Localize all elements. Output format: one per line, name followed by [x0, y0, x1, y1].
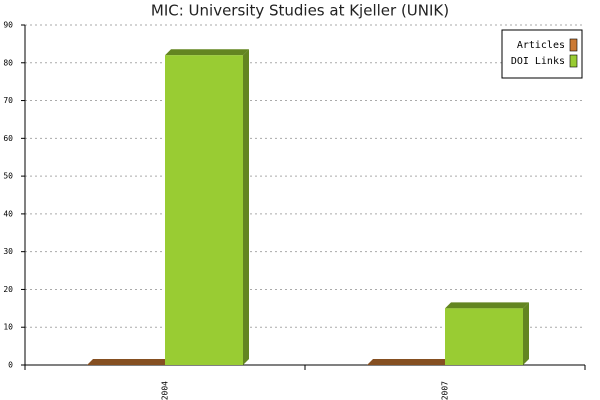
bar-front	[445, 308, 523, 365]
bar-top	[445, 302, 529, 309]
bar-side	[243, 49, 249, 365]
bar	[367, 359, 451, 366]
x-tick-label: 2004	[161, 381, 170, 400]
y-tick-label: 50	[3, 172, 13, 181]
y-tick-label: 0	[8, 361, 13, 370]
bar	[165, 49, 249, 365]
legend-label: DOI Links	[511, 56, 565, 67]
y-tick-label: 30	[3, 247, 13, 256]
bar	[87, 359, 171, 366]
y-tick-label: 40	[3, 209, 13, 218]
y-tick-label: 80	[3, 58, 13, 67]
legend-box	[501, 29, 583, 79]
legend-label: Articles	[517, 40, 565, 51]
y-tick-label: 90	[3, 21, 13, 30]
y-tick-label: 20	[3, 285, 13, 294]
y-tick-label: 60	[3, 134, 13, 143]
y-tick-label: 10	[3, 323, 13, 332]
bar-front	[165, 55, 243, 365]
bar-side	[523, 302, 529, 365]
bar-top	[367, 359, 451, 365]
x-tick-label: 2007	[441, 381, 450, 400]
legend-swatch	[569, 54, 578, 68]
y-tick-label: 70	[3, 96, 13, 105]
bar-top	[87, 359, 171, 365]
legend-swatch	[569, 38, 578, 52]
bar	[445, 302, 529, 365]
bar-top	[165, 49, 249, 56]
chart-title: MIC: University Studies at Kjeller (UNIK…	[151, 2, 449, 20]
